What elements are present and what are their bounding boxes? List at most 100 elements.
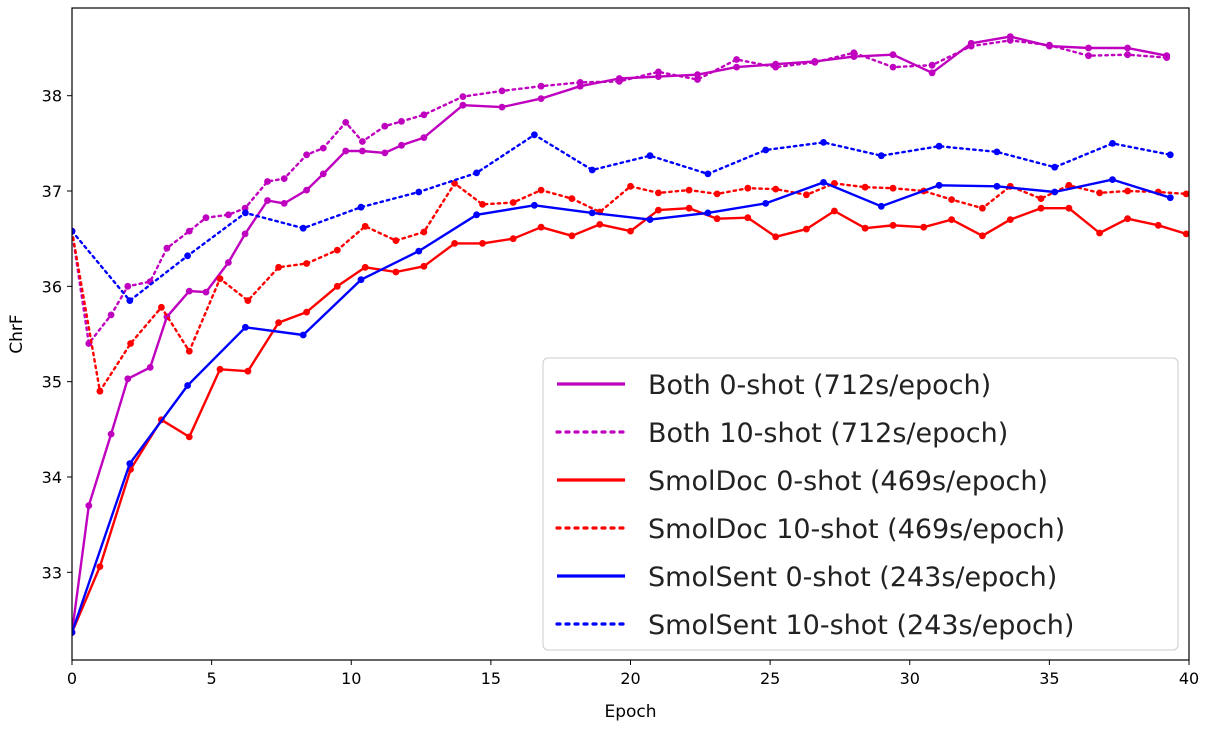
- data-point-both-0-shot-712s-epoch: [398, 141, 405, 149]
- data-point-both-0-shot-712s-epoch: [1085, 44, 1092, 52]
- data-point-both-10-shot-712s-epoch: [319, 144, 327, 152]
- x-tick-label: 20: [620, 669, 640, 688]
- data-point-smolsent-0-shot-243s-epoch: [184, 382, 192, 389]
- data-point-both-10-shot-712s-epoch: [694, 76, 701, 83]
- data-point-smolsent-0-shot-243s-epoch: [72, 629, 76, 636]
- data-point-both-0-shot-712s-epoch: [537, 95, 545, 102]
- data-point-smoldoc-10-shot-469s-epoch: [303, 260, 310, 267]
- data-point-both-0-shot-712s-epoch: [694, 71, 701, 79]
- data-point-smolsent-10-shot-243s-epoch: [877, 152, 885, 160]
- data-point-both-0-shot-712s-epoch: [303, 186, 310, 194]
- data-point-smolsent-10-shot-243s-epoch: [588, 166, 596, 174]
- data-point-smolsent-0-shot-243s-epoch: [531, 201, 538, 209]
- data-point-both-0-shot-712s-epoch: [420, 134, 428, 142]
- data-point-both-10-shot-712s-epoch: [459, 93, 467, 100]
- data-point-both-0-shot-712s-epoch: [280, 200, 288, 207]
- data-point-both-0-shot-712s-epoch: [733, 63, 740, 71]
- data-point-both-0-shot-712s-epoch: [202, 288, 210, 296]
- data-point-both-0-shot-712s-epoch: [381, 149, 389, 157]
- data-point-smolsent-0-shot-243s-epoch: [1166, 194, 1174, 202]
- data-point-both-0-shot-712s-epoch: [928, 69, 936, 77]
- data-point-smoldoc-10-shot-469s-epoch: [744, 184, 752, 192]
- data-point-smoldoc-10-shot-469s-epoch: [772, 185, 780, 193]
- data-point-smolsent-10-shot-243s-epoch: [820, 139, 827, 146]
- data-point-smoldoc-0-shot-469s-epoch: [1182, 230, 1189, 238]
- data-point-both-10-shot-712s-epoch: [264, 178, 271, 185]
- data-point-smoldoc-0-shot-469s-epoch: [96, 563, 104, 570]
- x-tick-label: 40: [1179, 669, 1199, 688]
- data-point-smoldoc-0-shot-469s-epoch: [744, 214, 752, 222]
- data-point-both-0-shot-712s-epoch: [185, 287, 193, 295]
- data-point-both-10-shot-712s-epoch: [772, 63, 780, 71]
- data-point-both-0-shot-712s-epoch: [342, 147, 350, 155]
- data-point-both-0-shot-712s-epoch: [225, 259, 232, 266]
- data-point-both-10-shot-712s-epoch: [1006, 37, 1014, 44]
- data-point-both-0-shot-712s-epoch: [124, 375, 132, 383]
- data-point-smolsent-0-shot-243s-epoch: [415, 247, 423, 255]
- data-point-both-10-shot-712s-epoch: [928, 61, 936, 69]
- data-point-smoldoc-0-shot-469s-epoch: [1154, 221, 1162, 229]
- data-point-both-0-shot-712s-epoch: [85, 502, 93, 509]
- data-point-both-0-shot-712s-epoch: [146, 364, 154, 371]
- series-line-both-10-shot-712s-epoch: [72, 39, 1168, 345]
- data-point-smoldoc-0-shot-469s-epoch: [537, 223, 545, 231]
- data-point-smolsent-10-shot-243s-epoch: [1109, 140, 1116, 147]
- data-point-both-0-shot-712s-epoch: [319, 170, 327, 178]
- data-point-smoldoc-10-shot-469s-epoch: [333, 246, 341, 254]
- data-point-both-10-shot-712s-epoch: [225, 211, 232, 219]
- data-point-both-10-shot-712s-epoch: [202, 214, 210, 222]
- data-point-smoldoc-10-shot-469s-epoch: [713, 190, 721, 198]
- data-point-smoldoc-10-shot-469s-epoch: [537, 186, 545, 194]
- data-point-smolsent-0-shot-243s-epoch: [242, 323, 249, 331]
- data-point-both-0-shot-712s-epoch: [498, 103, 506, 111]
- data-point-smoldoc-0-shot-469s-epoch: [420, 262, 428, 270]
- data-point-both-10-shot-712s-epoch: [398, 118, 405, 125]
- data-point-both-10-shot-712s-epoch: [967, 42, 975, 50]
- data-point-smoldoc-10-shot-469s-epoch: [948, 196, 955, 204]
- data-point-both-0-shot-712s-epoch: [655, 73, 662, 80]
- data-point-smoldoc-10-shot-469s-epoch: [568, 195, 576, 203]
- data-point-smoldoc-10-shot-469s-epoch: [158, 303, 165, 311]
- data-point-smoldoc-10-shot-469s-epoch: [627, 182, 634, 190]
- data-point-both-10-shot-712s-epoch: [280, 175, 288, 183]
- data-point-smolsent-10-shot-243s-epoch: [473, 169, 480, 177]
- data-point-both-10-shot-712s-epoch: [359, 138, 366, 145]
- data-point-smoldoc-0-shot-469s-epoch: [361, 263, 369, 271]
- data-point-both-10-shot-712s-epoch: [381, 122, 389, 130]
- data-point-smoldoc-0-shot-469s-epoch: [713, 215, 721, 223]
- data-point-smoldoc-0-shot-469s-epoch: [1065, 204, 1073, 212]
- data-point-both-10-shot-712s-epoch: [850, 49, 858, 57]
- data-point-both-10-shot-712s-epoch: [1124, 51, 1131, 59]
- data-point-smoldoc-0-shot-469s-epoch: [803, 225, 810, 233]
- x-axis-label: Epoch: [604, 702, 656, 722]
- data-point-smolsent-10-shot-243s-epoch: [126, 297, 134, 304]
- data-point-smoldoc-10-shot-469s-epoch: [96, 387, 104, 395]
- x-tick-label: 35: [1039, 669, 1059, 688]
- data-point-smoldoc-10-shot-469s-epoch: [392, 237, 400, 245]
- data-point-both-10-shot-712s-epoch: [889, 63, 897, 71]
- data-point-smolsent-10-shot-243s-epoch: [415, 188, 423, 196]
- data-point-smolsent-10-shot-243s-epoch: [242, 209, 249, 217]
- data-point-smoldoc-0-shot-469s-epoch: [568, 232, 576, 240]
- data-point-both-10-shot-712s-epoch: [537, 82, 545, 90]
- data-point-both-0-shot-712s-epoch: [359, 147, 366, 155]
- data-point-both-10-shot-712s-epoch: [163, 244, 171, 252]
- y-tick-label: 38: [42, 87, 62, 106]
- legend-label: SmolSent 0-shot (243s/epoch): [648, 562, 1057, 593]
- x-tick-label: 10: [341, 669, 361, 688]
- data-point-smolsent-0-shot-243s-epoch: [1109, 176, 1116, 184]
- data-point-both-10-shot-712s-epoch: [498, 87, 506, 95]
- data-point-smolsent-10-shot-243s-epoch: [993, 148, 1001, 156]
- data-point-smoldoc-0-shot-469s-epoch: [596, 221, 604, 228]
- data-point-smoldoc-0-shot-469s-epoch: [185, 433, 193, 441]
- data-point-both-10-shot-712s-epoch: [124, 282, 132, 290]
- data-point-smolsent-10-shot-243s-epoch: [72, 227, 76, 235]
- data-point-smoldoc-0-shot-469s-epoch: [920, 223, 928, 231]
- data-point-smoldoc-10-shot-469s-epoch: [361, 222, 369, 230]
- data-point-smolsent-0-shot-243s-epoch: [1051, 188, 1059, 196]
- data-point-smolsent-10-shot-243s-epoch: [646, 152, 654, 160]
- data-point-smolsent-10-shot-243s-epoch: [1166, 151, 1174, 159]
- data-point-both-10-shot-712s-epoch: [420, 111, 428, 119]
- legend-label: Both 0-shot (712s/epoch): [648, 370, 991, 401]
